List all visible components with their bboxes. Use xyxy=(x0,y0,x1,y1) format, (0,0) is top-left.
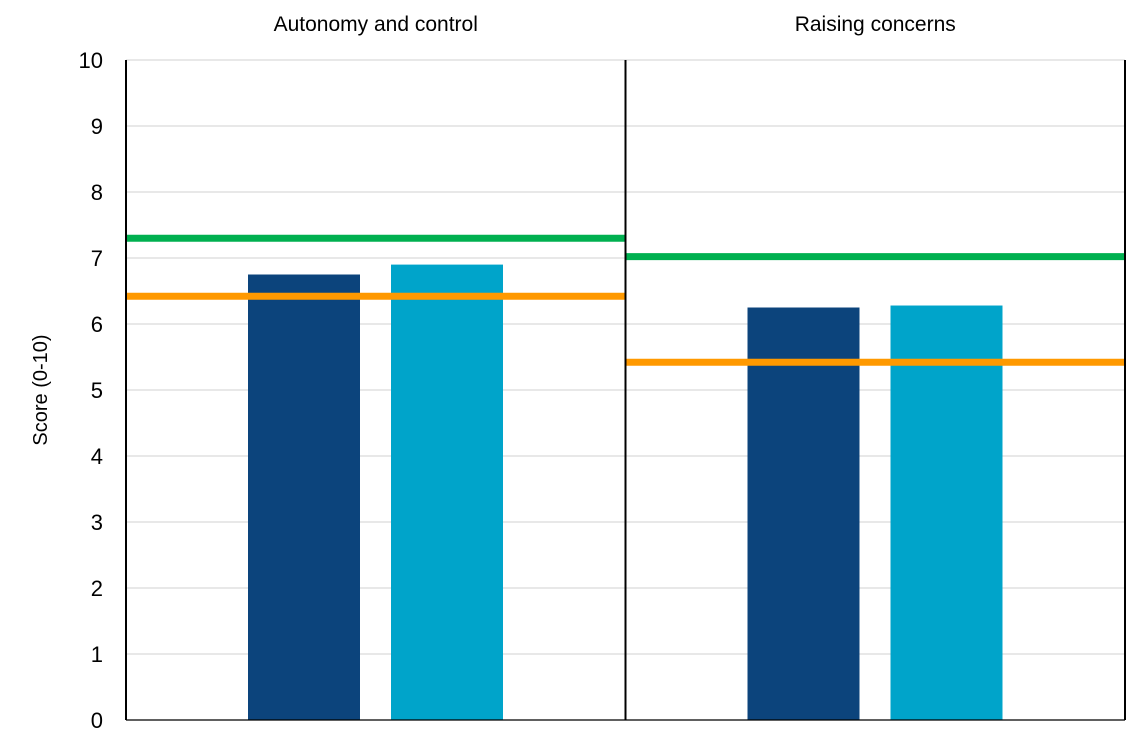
y-tick-label: 5 xyxy=(91,378,103,403)
y-tick-label: 10 xyxy=(79,48,103,73)
y-tick-label: 6 xyxy=(91,312,103,337)
bar xyxy=(891,306,1003,720)
bar xyxy=(248,275,360,721)
y-tick-label: 3 xyxy=(91,510,103,535)
y-tick-label: 9 xyxy=(91,114,103,139)
bar xyxy=(748,308,860,721)
y-tick-label: 1 xyxy=(91,642,103,667)
panel-title: Raising concerns xyxy=(795,13,956,36)
y-tick-label: 7 xyxy=(91,246,103,271)
y-tick-label: 4 xyxy=(91,444,103,469)
y-tick-label: 0 xyxy=(91,708,103,733)
panel-title: Autonomy and control xyxy=(274,13,478,36)
bar xyxy=(391,265,503,720)
y-tick-label: 2 xyxy=(91,576,103,601)
y-tick-label: 8 xyxy=(91,180,103,205)
y-axis-title: Score (0-10) xyxy=(30,334,52,445)
